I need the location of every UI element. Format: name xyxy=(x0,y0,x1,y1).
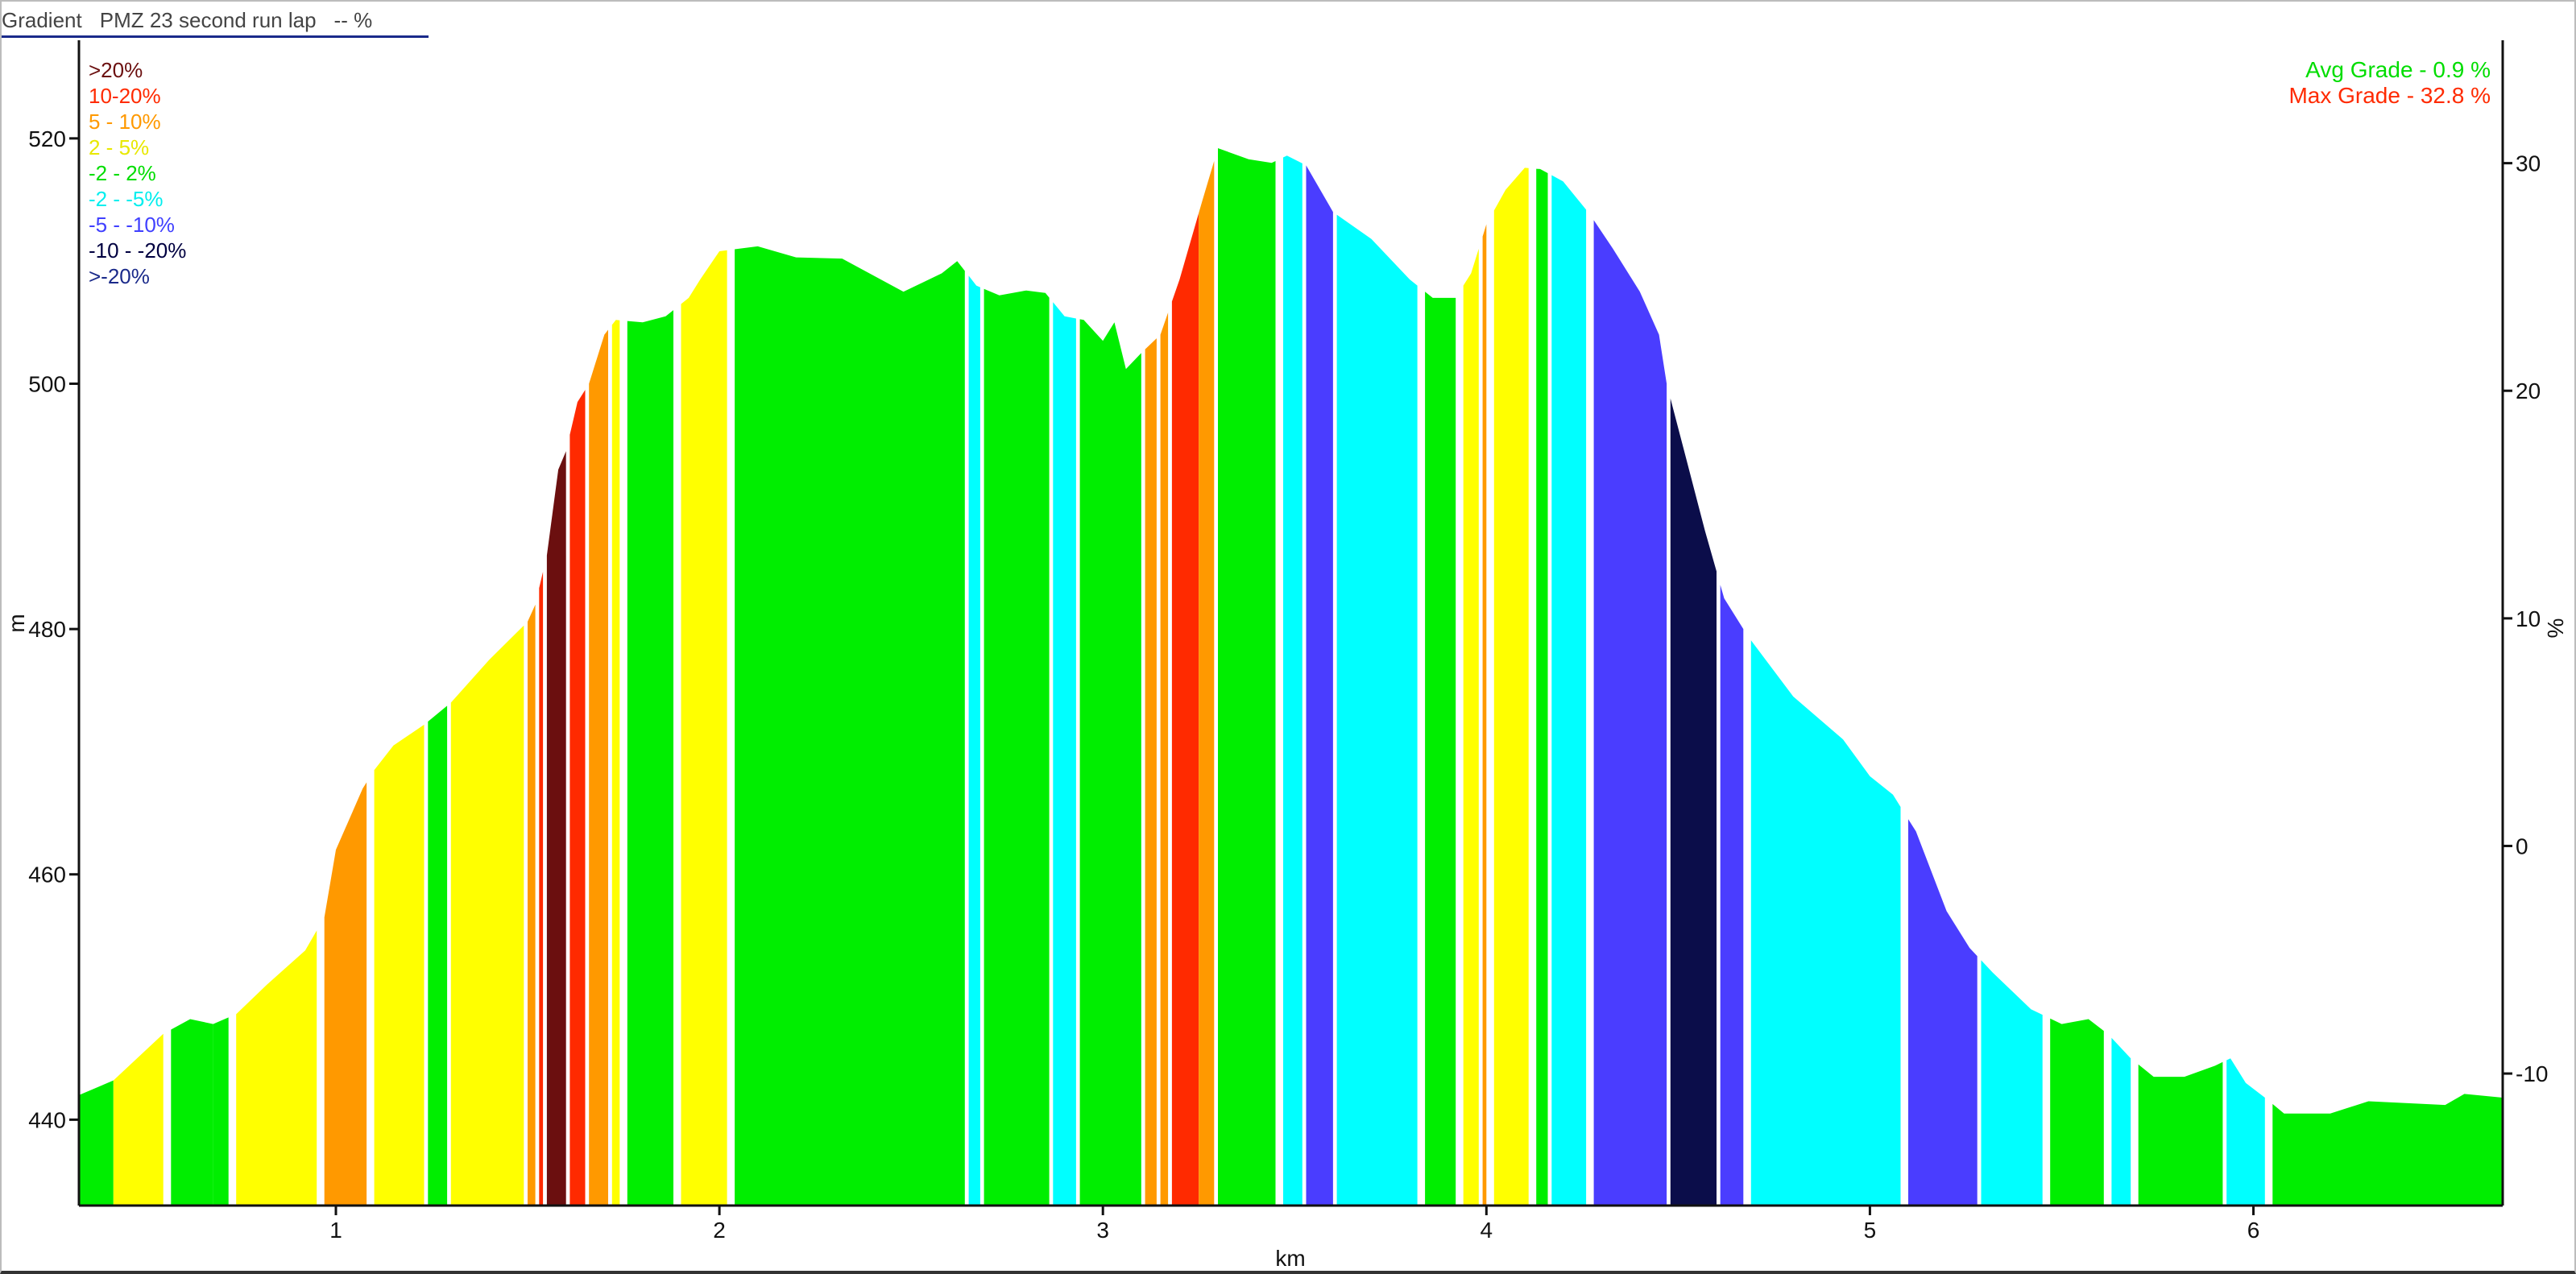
y2-tick-label: 30 xyxy=(2516,151,2541,176)
legend-item: -2 - 2% xyxy=(89,161,156,185)
legend-item: -10 - -20% xyxy=(89,238,186,263)
segment-32 xyxy=(1463,248,1479,1206)
segment-46 xyxy=(2226,1058,2265,1206)
x-tick-label: 1 xyxy=(329,1218,342,1243)
cursor-value: -- % xyxy=(333,8,373,32)
y2-tick-label: 0 xyxy=(2516,833,2528,858)
segment-25 xyxy=(1171,213,1199,1206)
y2-axis-label: % xyxy=(2543,618,2568,639)
x-tick-label: 2 xyxy=(713,1218,726,1243)
segment-8 xyxy=(428,705,448,1206)
segment-31 xyxy=(1425,292,1456,1206)
segment-15 xyxy=(611,320,620,1206)
grade-stat: Avg Grade - 0.9 % xyxy=(2305,57,2491,82)
segment-7 xyxy=(374,724,425,1206)
segment-38 xyxy=(1670,398,1717,1206)
segment-44 xyxy=(2111,1037,2131,1206)
grade-legend: >20%10-20%5 - 10%2 - 5%-2 - 2%-2 - -5%-5… xyxy=(89,58,186,288)
segment-30 xyxy=(1336,214,1418,1206)
segment-23 xyxy=(1145,338,1157,1206)
segment-16 xyxy=(627,310,673,1206)
segment-9 xyxy=(450,625,524,1206)
lap-name: PMZ 23 second run lap xyxy=(99,8,317,32)
segment-14 xyxy=(589,329,608,1206)
segment-24 xyxy=(1160,312,1169,1206)
y2-tick-label: 10 xyxy=(2516,606,2541,631)
segment-41 xyxy=(1908,819,1978,1206)
chart-title: Gradient PMZ 23 second run lap -- % xyxy=(2,8,429,38)
segment-12 xyxy=(546,451,566,1206)
legend-item: -5 - -10% xyxy=(89,213,175,237)
y-tick-label: 480 xyxy=(28,617,66,642)
segment-37 xyxy=(1593,220,1667,1206)
grade-stats: Avg Grade - 0.9 %Max Grade - 32.8 % xyxy=(2288,57,2491,108)
segment-11 xyxy=(539,572,544,1206)
segment-13 xyxy=(569,390,586,1206)
segment-18 xyxy=(735,246,965,1206)
x-axis-label: km xyxy=(1275,1246,1305,1271)
segment-22 xyxy=(1079,319,1141,1206)
segment-42 xyxy=(1981,960,2043,1206)
x-tick-label: 4 xyxy=(1481,1218,1493,1243)
segment-4 xyxy=(213,1017,229,1206)
segment-39 xyxy=(1720,585,1744,1206)
y-tick-label: 460 xyxy=(28,862,66,887)
metric-title: Gradient xyxy=(2,8,82,32)
profile-segments xyxy=(79,148,2503,1206)
segment-17 xyxy=(681,250,727,1206)
y-tick-label: 440 xyxy=(28,1107,66,1132)
legend-item: 10-20% xyxy=(89,84,161,108)
segment-2 xyxy=(113,1033,164,1206)
segment-1 xyxy=(79,1080,114,1206)
grade-stat: Max Grade - 32.8 % xyxy=(2288,83,2491,108)
y-axis-label: m xyxy=(4,614,29,632)
legend-item: 2 - 5% xyxy=(89,135,149,159)
y-tick-label: 500 xyxy=(28,371,66,396)
segment-5 xyxy=(236,930,317,1206)
segment-36 xyxy=(1551,175,1587,1206)
segment-28 xyxy=(1283,155,1302,1206)
segment-45 xyxy=(2138,1061,2223,1206)
y2-tick-label: -10 xyxy=(2516,1061,2548,1086)
x-tick-label: 3 xyxy=(1096,1218,1109,1243)
segment-10 xyxy=(528,604,536,1206)
segment-3 xyxy=(171,1019,213,1206)
segment-6 xyxy=(324,782,367,1206)
segment-35 xyxy=(1536,168,1548,1206)
x-tick-label: 5 xyxy=(1864,1218,1877,1243)
y2-tick-label: 20 xyxy=(2516,378,2541,403)
x-tick-label: 6 xyxy=(2247,1218,2260,1243)
segment-29 xyxy=(1306,165,1333,1206)
legend-item: >20% xyxy=(89,58,143,82)
segment-21 xyxy=(1053,302,1076,1206)
legend-item: >-20% xyxy=(89,264,150,288)
tick-marks: 1 2 3 4 5 6 440 460 480 500 520 -10 0 10 20 30 xyxy=(28,126,2548,1243)
segment-19 xyxy=(968,275,980,1206)
legend-item: 5 - 10% xyxy=(89,110,161,134)
segment-20 xyxy=(984,288,1050,1206)
segment-47 xyxy=(2272,1094,2503,1206)
segment-40 xyxy=(1750,640,1901,1206)
segment-43 xyxy=(2050,1018,2104,1206)
segment-27 xyxy=(1218,148,1276,1206)
segment-33 xyxy=(1482,224,1487,1206)
segment-26 xyxy=(1199,161,1215,1206)
segment-34 xyxy=(1493,168,1529,1206)
axes xyxy=(77,40,2504,1207)
legend-item: -2 - -5% xyxy=(89,187,163,211)
y-tick-label: 520 xyxy=(28,126,66,151)
